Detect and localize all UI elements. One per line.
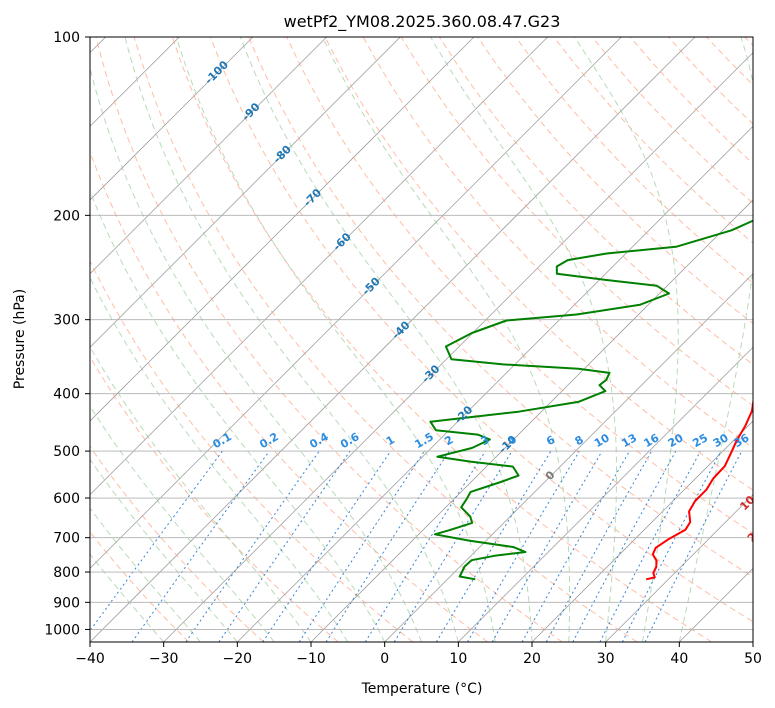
mixing-ratio-lines xyxy=(90,450,743,642)
moist-adiabat-line xyxy=(90,345,312,642)
moist-adiabat-line xyxy=(175,37,496,642)
isotherm-line xyxy=(90,37,548,496)
mixing-ratio-line xyxy=(572,450,677,642)
mixing-ratio-line xyxy=(364,450,486,642)
profile-series xyxy=(429,219,753,581)
y-tick-label: 100 xyxy=(53,30,80,46)
mixing-ratio-line xyxy=(644,450,743,642)
plot-area: -100-90-80-70-60-50-40-30-20-10010203040… xyxy=(90,37,765,642)
moist-adiabat-line xyxy=(90,65,422,642)
moist-adiabat-line xyxy=(239,37,533,642)
moist-adiabat-line xyxy=(90,553,165,642)
y-tick-label: 300 xyxy=(53,313,80,329)
isotherm-line xyxy=(90,37,327,275)
plot-frame xyxy=(89,36,754,643)
isotherm-line xyxy=(90,37,254,201)
isotherm-line xyxy=(90,37,475,422)
moist-adiabat-line xyxy=(90,189,386,642)
dry-adiabat-line xyxy=(90,445,264,642)
isotherm-line xyxy=(90,37,401,348)
dry-adiabat-line xyxy=(286,37,753,534)
y-tick-label: 800 xyxy=(53,565,80,581)
moist-adiabat-label: 20 xyxy=(745,524,765,544)
mixing-ratio-line xyxy=(185,450,320,642)
moist-adiabat-lines xyxy=(90,37,753,642)
y-tick-label: 400 xyxy=(53,387,80,403)
moist-adiabat-line xyxy=(90,276,349,642)
temperature-profile-line xyxy=(645,397,753,581)
isotherm-line xyxy=(605,494,753,642)
moist-adiabat-line xyxy=(90,405,275,642)
y-axis-label: Pressure (hPa) xyxy=(12,289,28,389)
x-tick-label: 20 xyxy=(523,651,541,667)
x-tick-label: −20 xyxy=(223,651,253,667)
moist-adiabat-line xyxy=(430,37,617,642)
x-axis-label: Temperature (°C) xyxy=(361,681,483,697)
mixing-ratio-line xyxy=(599,450,701,642)
y-tick-label: 900 xyxy=(53,595,80,611)
isotherm-line xyxy=(458,346,753,642)
moist-adiabat-line xyxy=(322,37,571,642)
x-tick-label: 40 xyxy=(670,651,688,667)
isotherm-line xyxy=(90,37,622,569)
x-tick-label: 50 xyxy=(744,651,762,667)
dry-adiabat-line xyxy=(515,37,753,284)
x-axis-ticks: −40 −30 −20 −10 0 10 20 30 40 50 xyxy=(75,642,762,667)
y-tick-label: 700 xyxy=(53,531,80,547)
moist-adiabat-line xyxy=(124,37,459,642)
x-tick-label: 10 xyxy=(449,651,467,667)
moist-adiabat-line xyxy=(574,37,679,642)
dry-adiabat-line xyxy=(95,37,563,642)
mixing-ratio-line xyxy=(491,450,603,642)
dewpoint-profile-line xyxy=(429,219,753,581)
mixing-ratio-line xyxy=(393,450,513,642)
x-tick-label: 30 xyxy=(597,651,615,667)
isotherm-line xyxy=(531,420,753,642)
dry-adiabat-line xyxy=(90,259,414,642)
pressure-gridlines xyxy=(90,37,753,630)
y-axis-ticks: 100 200 300 400 500 600 700 800 900 1000 xyxy=(44,30,90,638)
isotherm-line xyxy=(237,125,753,642)
dry-adiabat-line xyxy=(248,37,753,578)
x-tick-label: 0 xyxy=(380,651,389,667)
mixing-ratio-line xyxy=(131,450,270,642)
isotherm-lines xyxy=(90,37,753,642)
dry-adiabat-line xyxy=(210,37,753,623)
x-tick-label: −30 xyxy=(149,651,179,667)
y-tick-label: 1000 xyxy=(44,622,80,638)
moist-adiabat-line xyxy=(90,458,238,642)
mixing-ratio-line xyxy=(298,450,425,642)
x-tick-label: −40 xyxy=(75,651,105,667)
isotherm-line xyxy=(384,273,753,642)
y-tick-label: 600 xyxy=(53,491,80,507)
y-tick-label: 200 xyxy=(53,208,80,224)
mixing-ratio-line xyxy=(435,450,552,642)
mixing-ratio-line xyxy=(90,450,223,632)
moist-adiabat-line xyxy=(678,37,753,642)
mixing-ratio-line xyxy=(621,450,722,642)
mixing-ratio-line xyxy=(467,450,580,642)
dry-adiabat-line xyxy=(171,37,712,642)
isotherm-line xyxy=(163,52,753,642)
mixing-ratio-line xyxy=(325,450,450,642)
moist-adiabat-line xyxy=(90,507,201,642)
mixing-ratio-line xyxy=(545,450,653,642)
x-tick-label: −10 xyxy=(296,651,326,667)
y-tick-label: 500 xyxy=(53,444,80,460)
dry-adiabat-line xyxy=(324,37,753,491)
dry-adiabat-line xyxy=(133,37,638,642)
mixing-ratio-line xyxy=(521,450,630,642)
chart-title: wetPf2_YM08.2025.360.08.47.G23 xyxy=(284,12,561,32)
